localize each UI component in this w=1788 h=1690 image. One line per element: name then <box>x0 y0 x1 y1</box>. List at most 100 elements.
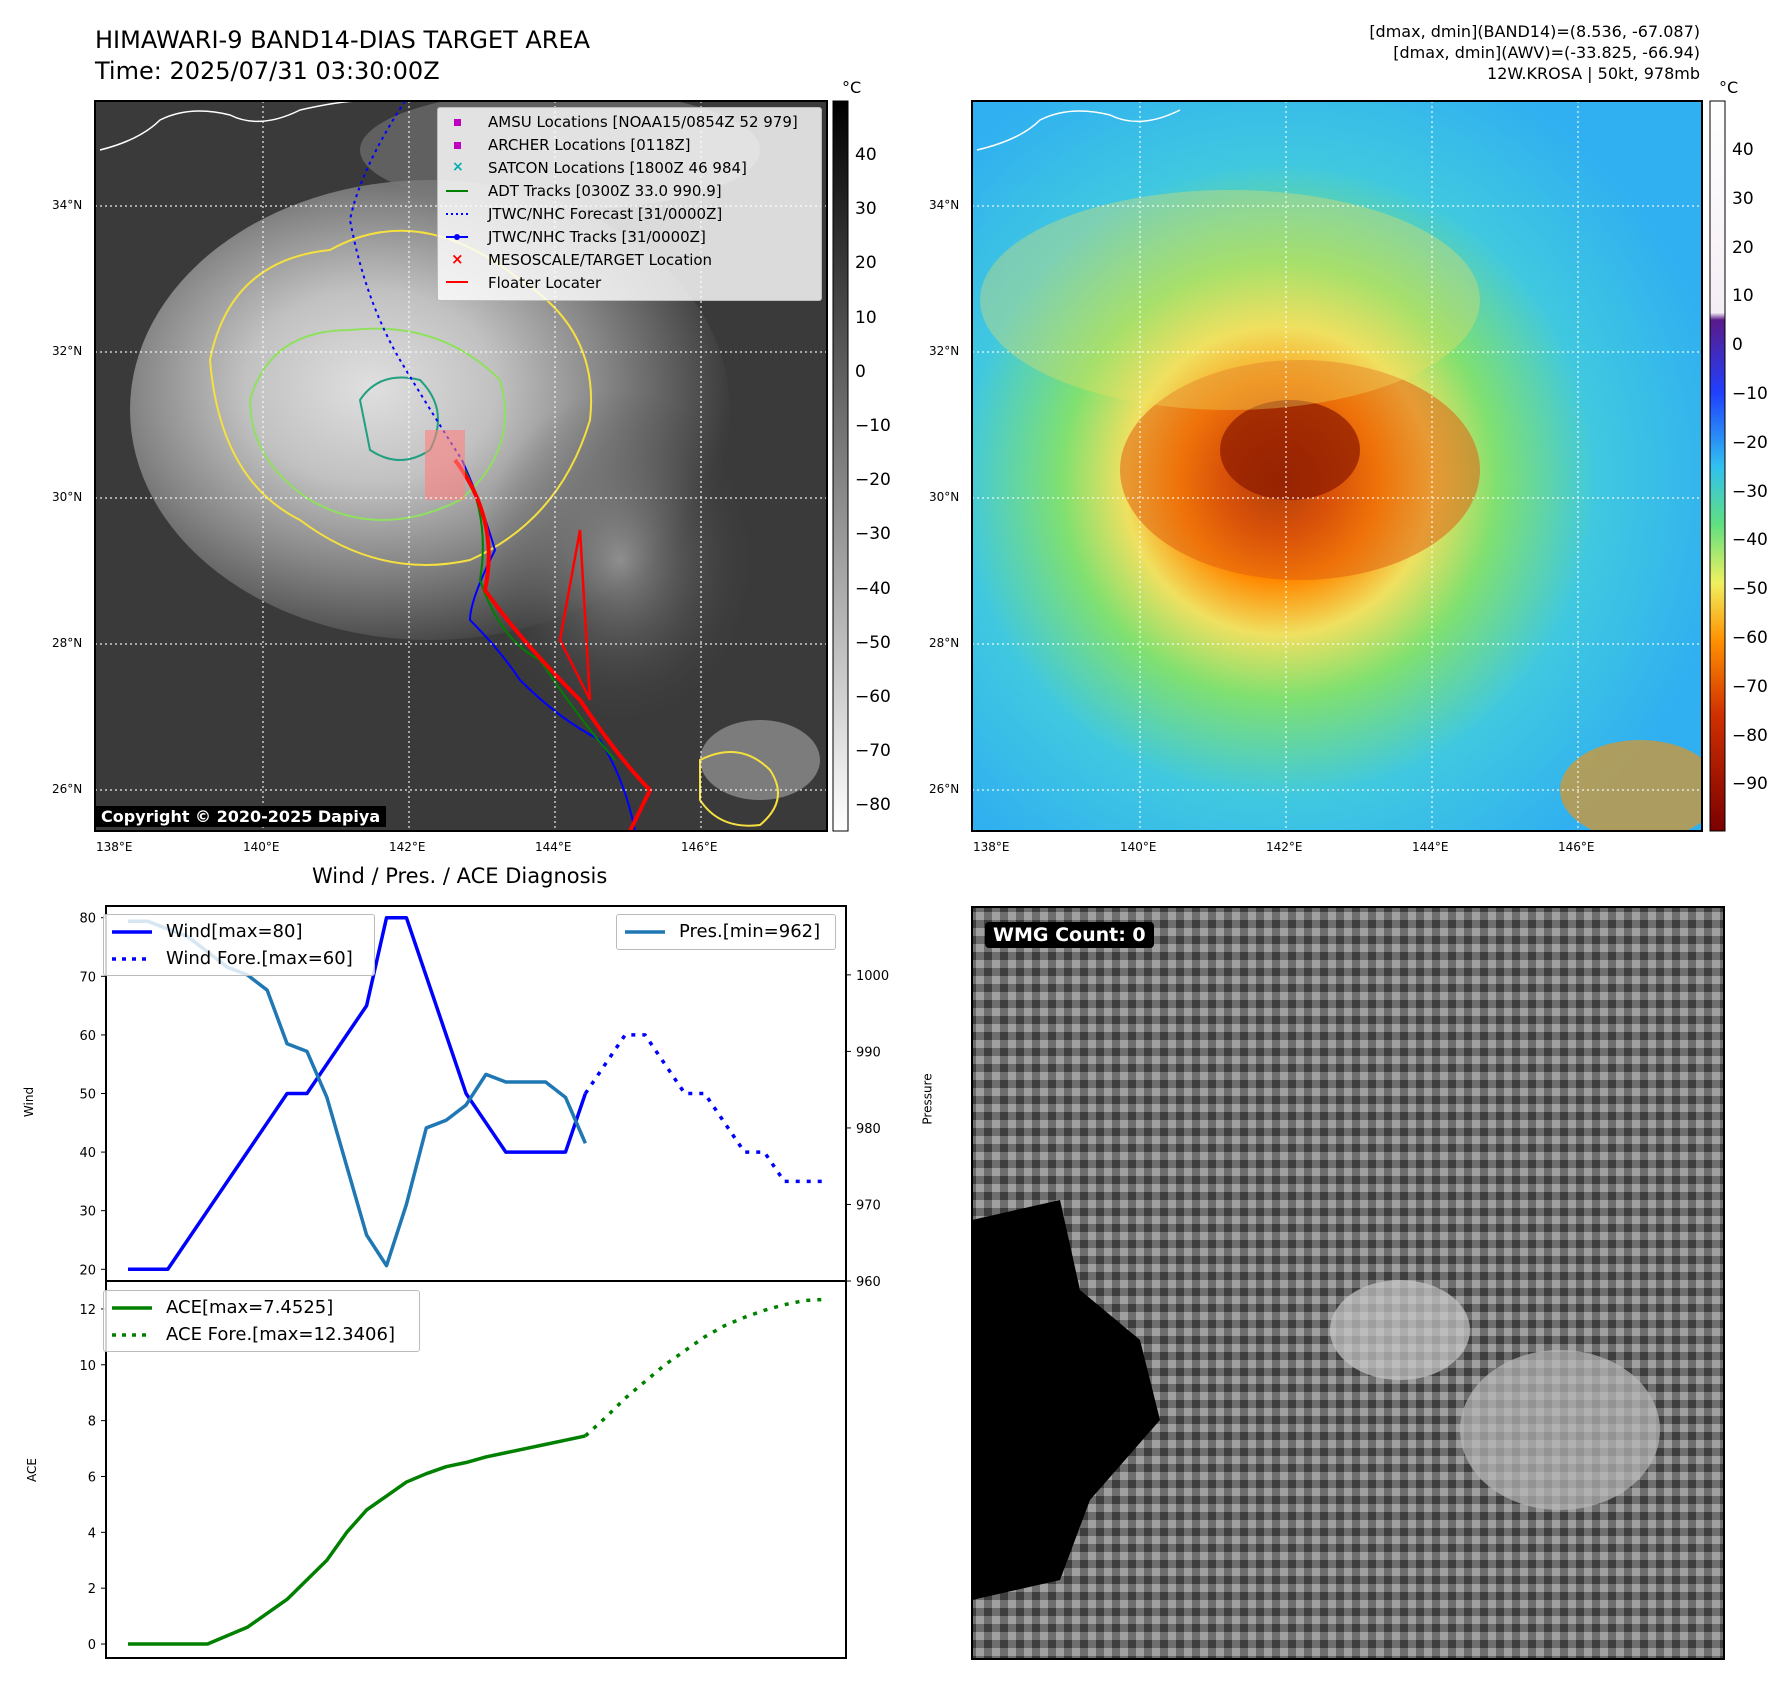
lon-tick: 140°E <box>243 840 280 854</box>
colorbar-tick: −30 <box>855 524 891 545</box>
pressure-axis-label: Pressure <box>920 1073 935 1125</box>
wind-legend: Wind[max=80] Wind Fore.[max=60] <box>103 914 375 976</box>
colorbar-tick: 0 <box>855 361 866 382</box>
lon-tick: 144°E <box>1412 840 1449 854</box>
lat-tick: 26°N <box>52 782 83 796</box>
info-line-2: [dmax, dmin](AWV)=(-33.825, -66.94) <box>1393 43 1700 62</box>
lon-tick: 142°E <box>1266 840 1303 854</box>
pressure-tick-label: 960 <box>856 1275 881 1290</box>
legend-adt: ADT Tracks [0300Z 33.0 990.9] <box>488 182 722 200</box>
colorbar-tick: −90 <box>1732 774 1768 795</box>
lat-tick: 28°N <box>929 636 960 650</box>
ace-forecast-line <box>584 1297 825 1438</box>
colorbar-tick: 10 <box>855 307 877 328</box>
colorbar-tick: −40 <box>1732 530 1768 551</box>
colorbar-tick: −60 <box>1732 628 1768 648</box>
lon-tick: 138°E <box>973 840 1010 854</box>
colorbar-tick: 20 <box>855 253 877 274</box>
lon-tick: 142°E <box>389 840 426 854</box>
colorbar-tick: 40 <box>855 145 877 165</box>
ace-tick-label: 8 <box>88 1415 96 1430</box>
lat-tick: 32°N <box>52 344 83 358</box>
lat-tick: 34°N <box>929 198 960 212</box>
ace-axis-label: ACE <box>24 1458 39 1482</box>
lat-tick: 26°N <box>929 782 960 796</box>
wmg-count-label: WMG Count: 0 <box>985 922 1154 948</box>
legend-amsu: AMSU Locations [NOAA15/0854Z 52 979] <box>488 113 798 131</box>
wind-forecast-line <box>583 1033 824 1184</box>
legend-wind-fore: Wind Fore.[max=60] <box>166 948 353 969</box>
copyright: Copyright © 2020-2025 Dapiya <box>95 806 387 827</box>
awv-map-area <box>972 101 1702 831</box>
wind-tick-label: 60 <box>79 1029 96 1044</box>
colorbar-tick: −80 <box>855 795 891 816</box>
wind-tick-label: 80 <box>79 912 96 927</box>
lat-tick: 30°N <box>929 490 960 504</box>
awv-colorbar <box>1709 100 1726 832</box>
colorbar-tick: 40 <box>1732 140 1754 160</box>
colorbar-tick: −50 <box>855 632 891 653</box>
info-line-1: [dmax, dmin](BAND14)=(8.536, -67.087) <box>1369 22 1700 41</box>
colorbar-unit: °C <box>1719 78 1739 97</box>
ace-tick-label: 0 <box>88 1638 96 1653</box>
colorbar-tick: 10 <box>1732 286 1754 307</box>
svg-text:×: × <box>451 250 464 268</box>
info-line-3: 12W.KROSA | 50kt, 978mb <box>1487 64 1700 83</box>
map-legend: × × AMSU Locations [NOAA15/0854Z 52 979]… <box>437 107 822 301</box>
colorbar-tick: −60 <box>855 687 891 707</box>
lon-tick: 140°E <box>1120 840 1157 854</box>
lat-tick: 28°N <box>52 636 83 650</box>
legend-jtwc-tracks: JTWC/NHC Tracks [31/0000Z] <box>488 228 706 246</box>
colorbar-tick: −30 <box>1732 481 1768 502</box>
colorbar-tick: −20 <box>855 470 891 491</box>
legend-pres: Pres.[min=962] <box>679 921 821 942</box>
colorbar-tick: −80 <box>1732 725 1768 746</box>
wind-tick-label: 50 <box>79 1088 96 1103</box>
figure-title: HIMAWARI-9 BAND14-DIAS TARGET AREA <box>95 26 591 54</box>
wind-tick-label: 70 <box>79 970 96 985</box>
ace-legend: ACE[max=7.4525] ACE Fore.[max=12.3406] <box>103 1290 420 1352</box>
legend-ace: ACE[max=7.4525] <box>166 1297 334 1318</box>
colorbar-tick: −20 <box>1732 432 1768 453</box>
diagnosis-title: Wind / Pres. / ACE Diagnosis <box>312 864 608 888</box>
colorbar-unit: °C <box>842 78 862 97</box>
lon-tick: 138°E <box>96 840 133 854</box>
colorbar-tick: −50 <box>1732 579 1768 600</box>
figure-time: Time: 2025/07/31 03:30:00Z <box>95 57 440 85</box>
colorbar-tick: −40 <box>855 578 891 599</box>
colorbar-tick: −70 <box>855 741 891 762</box>
ace-tick-label: 6 <box>88 1470 96 1485</box>
wind-tick-label: 20 <box>79 1263 96 1278</box>
ace-tick-label: 2 <box>88 1582 96 1597</box>
ir-colorbar <box>832 100 849 832</box>
pressure-tick-label: 990 <box>856 1045 881 1060</box>
lon-tick: 146°E <box>681 840 718 854</box>
pressure-tick-label: 1000 <box>856 969 889 984</box>
lat-tick: 32°N <box>929 344 960 358</box>
wind-tick-label: 30 <box>79 1205 96 1220</box>
lat-tick: 30°N <box>52 490 83 504</box>
colorbar-tick: 30 <box>1732 188 1754 209</box>
pressure-tick-label: 970 <box>856 1198 881 1213</box>
svg-text:×: × <box>452 159 464 175</box>
legend-satcon: SATCON Locations [1800Z 46 984] <box>488 159 747 177</box>
wind-axis-label: Wind <box>22 1086 37 1118</box>
lat-tick: 34°N <box>52 198 83 212</box>
pressure-tick-label: 980 <box>856 1122 881 1137</box>
ace-line <box>128 1434 586 1646</box>
legend-jtwc-forecast: JTWC/NHC Forecast [31/0000Z] <box>488 205 723 223</box>
legend-archer: ARCHER Locations [0118Z] <box>488 136 691 154</box>
wind-tick-label: 40 <box>79 1146 96 1161</box>
legend-ace-fore: ACE Fore.[max=12.3406] <box>166 1324 395 1345</box>
colorbar-tick: 20 <box>1732 237 1754 258</box>
pres-legend: Pres.[min=962] <box>616 914 836 950</box>
chart-frame <box>105 905 847 1659</box>
lon-tick: 144°E <box>535 840 572 854</box>
legend-floater: Floater Locater <box>488 274 602 292</box>
colorbar-tick: −10 <box>855 416 891 436</box>
colorbar-tick: −10 <box>1732 384 1768 404</box>
colorbar-tick: −70 <box>1732 676 1768 697</box>
ace-tick-label: 10 <box>79 1359 96 1374</box>
legend-wind: Wind[max=80] <box>166 921 303 942</box>
ace-tick-label: 4 <box>88 1526 96 1541</box>
